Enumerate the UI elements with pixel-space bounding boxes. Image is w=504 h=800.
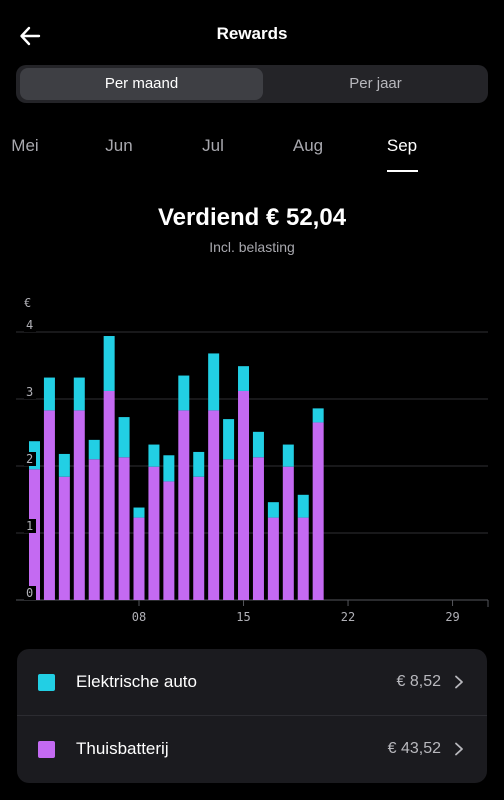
- home-battery-swatch: [38, 741, 55, 758]
- bar-home-battery: [252, 457, 264, 600]
- bar-electric-car: [58, 453, 70, 477]
- bar-home-battery: [238, 390, 250, 600]
- y-tick-label: 2: [26, 452, 33, 466]
- y-tick-label: 4: [26, 318, 33, 332]
- bar-home-battery: [118, 457, 130, 600]
- electric-car-swatch: [38, 674, 55, 691]
- bar-home-battery: [267, 517, 279, 600]
- y-tick-bg: [24, 385, 36, 399]
- bar-electric-car: [193, 451, 205, 477]
- bar-electric-car: [267, 502, 279, 518]
- chevron-right-icon: [455, 675, 463, 689]
- bar-electric-car: [223, 419, 235, 460]
- bar-electric-car: [73, 377, 85, 411]
- legend-value-electric-car: € 8,52: [396, 673, 441, 690]
- bar-home-battery: [58, 476, 70, 600]
- bar-home-battery: [163, 481, 175, 600]
- bar-home-battery: [73, 410, 85, 600]
- bar-electric-car: [133, 507, 145, 518]
- x-tick-label: 29: [445, 610, 459, 624]
- bar-electric-car: [163, 455, 175, 482]
- bar-electric-car: [252, 431, 264, 458]
- bar-electric-car: [312, 408, 324, 423]
- rewards-bar-chart: 0 1 2 3 4 €08 15 22 29: [16, 296, 489, 624]
- month-tab-aug[interactable]: Aug: [292, 136, 324, 155]
- bar-home-battery: [148, 466, 160, 600]
- legend-value-home-battery: € 43,52: [387, 740, 441, 757]
- top-bar: Rewards: [0, 0, 504, 70]
- bar-electric-car: [178, 375, 190, 411]
- bar-home-battery: [193, 476, 205, 600]
- month-tabs: Mei Jun Jul Aug Sep: [0, 130, 504, 175]
- legend-card: Elektrische auto € 8,52 Thuisbatterij € …: [17, 649, 487, 783]
- y-tick-label: 0: [26, 586, 33, 600]
- period-toggle: Per maand Per jaar: [16, 65, 488, 103]
- earned-total: Verdiend € 52,04: [157, 204, 347, 231]
- bar-electric-car: [43, 377, 55, 411]
- x-tick-label: 08: [132, 610, 146, 624]
- bar-electric-car: [238, 366, 250, 391]
- page-title: Rewards: [216, 24, 288, 43]
- legend-label-electric-car: Elektrische auto: [76, 672, 197, 691]
- legend-row-electric-car[interactable]: Elektrische auto € 8,52: [17, 649, 487, 715]
- chevron-right-icon: [455, 742, 463, 756]
- month-tab-sep[interactable]: Sep: [386, 136, 418, 155]
- y-tick-bg: [24, 586, 36, 600]
- selected-month-indicator: [387, 170, 418, 172]
- bar-home-battery: [282, 466, 294, 600]
- bar-home-battery: [43, 410, 55, 600]
- month-tab-mei[interactable]: Mei: [11, 136, 39, 155]
- bar-electric-car: [148, 444, 160, 467]
- legend-row-home-battery[interactable]: Thuisbatterij € 43,52: [17, 716, 487, 782]
- y-tick-label: 1: [26, 519, 33, 533]
- bar-home-battery: [103, 390, 115, 600]
- legend-label-home-battery: Thuisbatterij: [76, 739, 169, 758]
- x-tick-label: 15: [236, 610, 250, 624]
- arrow-left-icon: [20, 26, 41, 46]
- legend-divider: [17, 715, 487, 716]
- bar-home-battery: [208, 410, 220, 600]
- y-tick-bg: [24, 519, 36, 533]
- bar-home-battery: [297, 517, 309, 600]
- bar-electric-car: [208, 353, 220, 411]
- per-month-tab[interactable]: Per maand: [20, 68, 263, 100]
- y-tick-bg: [24, 318, 36, 332]
- y-unit-label: €: [24, 296, 31, 310]
- bar-home-battery: [312, 422, 324, 600]
- bar-electric-car: [118, 417, 130, 458]
- back-button[interactable]: [14, 20, 46, 52]
- bar-home-battery: [133, 517, 145, 600]
- x-tick-label: 22: [341, 610, 355, 624]
- bar-home-battery: [88, 459, 100, 600]
- per-year-tab[interactable]: Per jaar: [349, 75, 402, 92]
- y-tick-bg: [24, 452, 36, 466]
- bar-home-battery: [223, 459, 235, 600]
- y-tick-label: 3: [26, 385, 33, 399]
- bar-home-battery: [29, 469, 40, 600]
- bar-electric-car: [282, 444, 294, 467]
- bar-home-battery: [178, 410, 190, 600]
- tax-note: Incl. belasting: [209, 239, 295, 255]
- month-tab-jul[interactable]: Jul: [202, 136, 224, 155]
- bar-electric-car: [297, 494, 309, 518]
- bar-electric-car: [88, 439, 100, 460]
- bar-electric-car: [103, 336, 115, 391]
- month-tab-jun[interactable]: Jun: [105, 136, 133, 155]
